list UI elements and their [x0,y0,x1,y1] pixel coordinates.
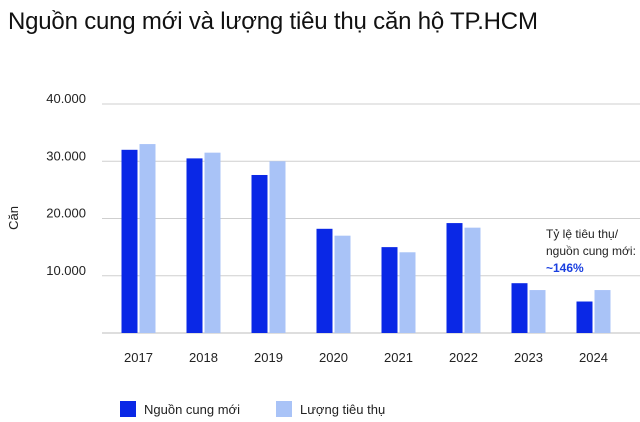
bar-absorption-2021 [399,252,416,333]
y-tick-label: 30.000 [46,148,86,163]
x-tick-label: 2017 [124,350,153,365]
x-tick-labels: 2017 2018 2019 2020 2021 2022 2023 2024 [124,350,608,365]
bar-supply-2019 [251,174,268,333]
bars [121,144,611,333]
legend-label-absorption: Lượng tiêu thụ [300,402,385,417]
annotation-line-2: nguồn cung mới: [546,244,636,258]
bar-supply-2021 [381,247,398,333]
bar-supply-2017 [121,149,138,333]
bar-supply-2018 [186,158,203,333]
y-tick-label: 10.000 [46,263,86,278]
y-axis-label: Căn [6,206,21,230]
x-tick-label: 2022 [449,350,478,365]
annotation-line-1: Tỷ lệ tiêu thụ/ [546,227,619,241]
bar-absorption-2018 [204,152,221,333]
bar-supply-2024 [576,301,593,333]
bar-absorption-2020 [334,235,351,333]
y-tick-labels: 10.000 20.000 30.000 40.000 [46,91,86,278]
bar-supply-2022 [446,223,463,333]
x-tick-label: 2023 [514,350,543,365]
legend-label-supply: Nguồn cung mới [144,402,240,417]
x-tick-label: 2021 [384,350,413,365]
annotation-value: ~146% [546,261,584,275]
grid-lines [102,103,640,334]
bar-absorption-2017 [139,144,156,333]
x-tick-label: 2019 [254,350,283,365]
y-tick-label: 20.000 [46,206,86,221]
bar-absorption-2022 [464,227,481,333]
bar-supply-2020 [316,228,333,333]
bar-supply-2023 [511,283,528,333]
y-tick-label: 40.000 [46,91,86,106]
legend-swatch-absorption [276,401,292,417]
x-tick-label: 2024 [579,350,608,365]
ratio-annotation: Tỷ lệ tiêu thụ/ nguồn cung mới: ~146% [546,227,636,275]
bar-absorption-2024 [594,290,611,333]
x-tick-label: 2018 [189,350,218,365]
chart-title: Nguồn cung mới và lượng tiêu thụ căn hộ … [8,8,538,35]
bar-absorption-2019 [269,161,286,333]
x-tick-label: 2020 [319,350,348,365]
bar-absorption-2023 [529,290,546,333]
legend: Nguồn cung mới Lượng tiêu thụ [120,401,385,417]
legend-swatch-supply [120,401,136,417]
